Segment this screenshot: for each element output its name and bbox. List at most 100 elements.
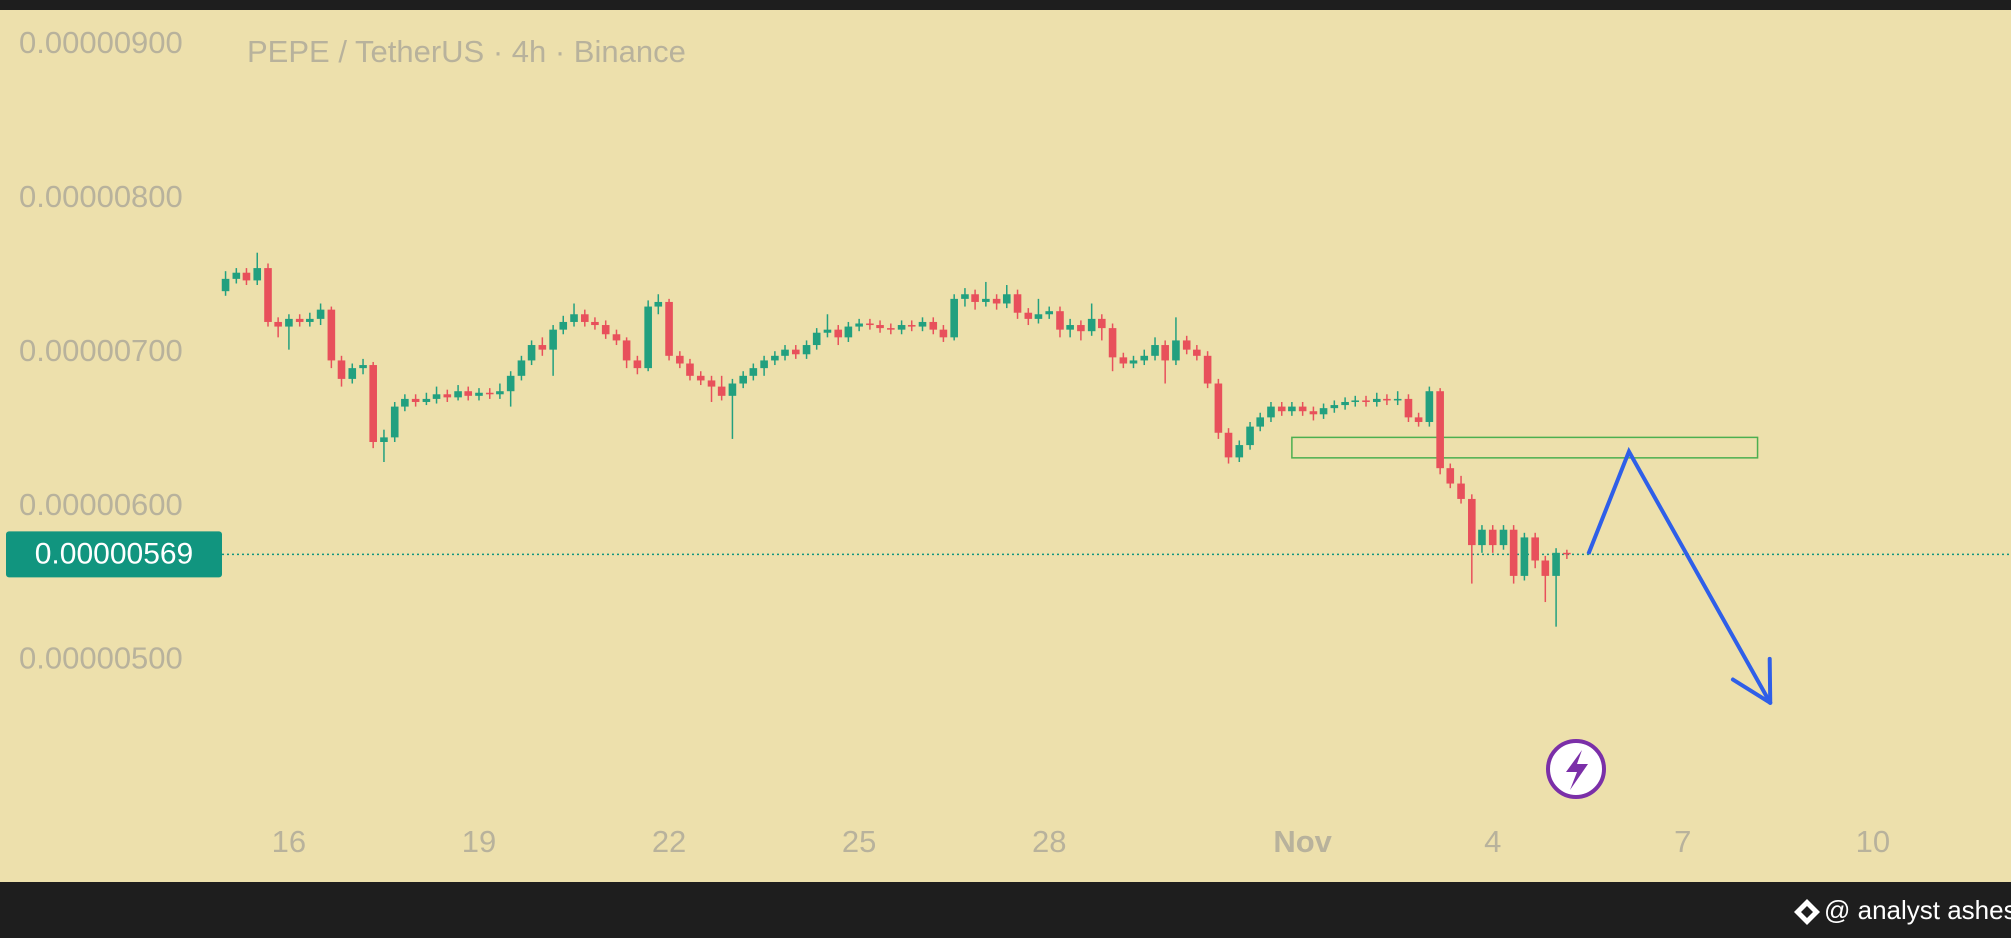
alert-icon: [1546, 739, 1606, 799]
candle-body: [771, 355, 779, 361]
candle-body: [1277, 406, 1286, 412]
candle-body: [1077, 325, 1085, 332]
candle-body: [1098, 318, 1106, 329]
watermark-logo: [1794, 899, 1820, 925]
candle-body: [549, 329, 557, 350]
candle-body: [1468, 498, 1476, 546]
candle-body: [591, 321, 599, 326]
candle-body: [232, 272, 241, 279]
x-tick-label: 22: [652, 824, 686, 859]
candle-body: [422, 398, 431, 402]
candle-body: [1066, 325, 1074, 330]
candle-body: [1129, 360, 1138, 364]
candle-body: [1404, 398, 1413, 418]
candle-body: [601, 325, 610, 335]
candle-body: [696, 375, 705, 381]
candle-body: [1393, 398, 1402, 401]
x-tick-label: 25: [842, 824, 876, 859]
last-price-label: 0.00000569: [35, 537, 194, 570]
candle-body: [1319, 408, 1328, 415]
candle-body: [802, 345, 811, 355]
x-tick-label: 4: [1484, 824, 1501, 859]
candle-body: [1341, 401, 1349, 406]
candle-body: [1140, 355, 1149, 361]
candle-body: [411, 398, 420, 402]
candle-body: [1362, 400, 1370, 402]
zone-box: [1291, 436, 1759, 459]
candle-body: [950, 298, 958, 338]
candle-body: [359, 365, 367, 369]
candle-body: [1531, 537, 1539, 561]
candle-body: [992, 298, 1001, 304]
candle-body: [633, 360, 642, 369]
candle-body: [1552, 552, 1560, 576]
x-tick-label: 19: [462, 824, 496, 859]
candle-body: [264, 268, 272, 322]
candle-body: [517, 360, 526, 376]
candle-body: [1499, 529, 1508, 546]
candle-body: [665, 301, 673, 356]
candle-body: [686, 363, 694, 376]
y-tick-label: 0.00000600: [19, 487, 183, 522]
candle-body: [1520, 537, 1529, 576]
candle-body: [982, 298, 990, 302]
candle-body: [622, 340, 631, 361]
x-tick-label: 28: [1032, 824, 1066, 859]
candle-body: [717, 386, 726, 396]
candle-body: [1509, 529, 1518, 576]
candle-body: [496, 391, 504, 395]
y-tick-label: 0.00000700: [19, 333, 183, 368]
arrow-head: [1730, 677, 1773, 705]
candle-body: [1235, 445, 1244, 458]
candle-body: [1298, 406, 1307, 412]
candle-body: [897, 325, 906, 330]
candle-body: [1224, 432, 1233, 458]
candle-body: [454, 391, 462, 398]
candle-body: [749, 368, 758, 376]
candle-body: [939, 329, 948, 338]
candle-body: [1309, 411, 1318, 415]
candle-body: [538, 345, 547, 350]
y-tick-label: 0.00000900: [19, 25, 183, 60]
candle-body: [1151, 345, 1159, 356]
candle-body: [1372, 398, 1381, 402]
candle-body: [580, 314, 589, 322]
candle-body: [1045, 311, 1054, 315]
projection-path: [1586, 446, 1772, 704]
candle-body: [676, 355, 684, 364]
candle-body: [475, 392, 483, 396]
candle-body: [306, 318, 314, 322]
candle-body: [485, 392, 494, 395]
candle-body: [918, 321, 927, 327]
candles: [221, 252, 1571, 627]
candle-body: [443, 394, 452, 398]
candle-body: [221, 278, 230, 292]
candle-body: [1330, 405, 1339, 409]
candle-body: [844, 326, 853, 338]
last-price-badge: [6, 531, 222, 578]
candle-body: [612, 334, 621, 341]
candle-body: [1013, 294, 1022, 313]
candle-body: [559, 321, 568, 330]
candle-body: [971, 294, 979, 302]
candle-body: [1457, 483, 1465, 499]
candle-body: [1246, 426, 1254, 446]
candle-body: [316, 309, 325, 319]
candle-body: [337, 360, 346, 379]
candle-body: [834, 329, 843, 338]
candle-body: [876, 325, 884, 329]
watermark: @ analyst ashes: [1824, 895, 2011, 925]
candle-body: [390, 406, 399, 438]
candle-body: [285, 318, 293, 327]
candle-body: [855, 323, 863, 327]
candle-body: [1563, 552, 1571, 555]
candle-body: [1383, 398, 1391, 401]
candle-body: [1541, 560, 1550, 576]
candle-body: [866, 323, 874, 326]
candle-body: [380, 437, 388, 442]
plot-background: [0, 10, 2011, 882]
x-tick-label: 7: [1674, 824, 1691, 859]
candle-body: [707, 380, 716, 387]
